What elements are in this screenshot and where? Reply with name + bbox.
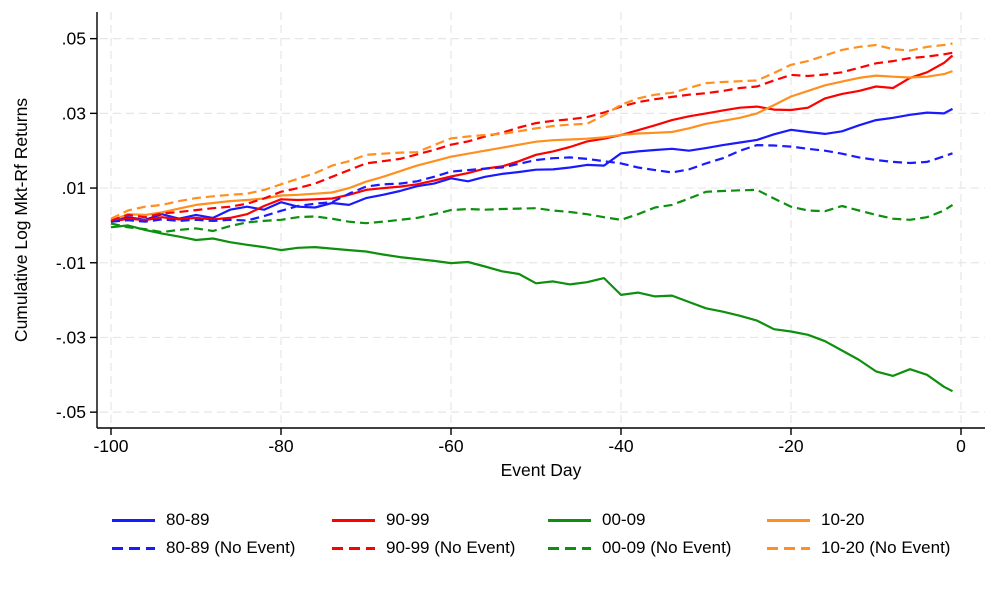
- legend-line-sample: [112, 546, 155, 550]
- legend-label: 90-99: [386, 510, 430, 529]
- series-line-90-99-no-event: [110, 51, 953, 222]
- y-tick-label: -.01: [56, 253, 86, 273]
- legend-label: 80-89: [166, 510, 210, 529]
- x-tick-label: -40: [608, 436, 634, 456]
- legend-item-80-89: 80-89: [112, 510, 209, 530]
- series-line-00-09-no-event: [110, 188, 954, 234]
- gridlines: [100, 12, 985, 426]
- legend-item-10-20-no-event: 10-20 (No Event): [767, 538, 950, 558]
- y-tick-label: -.05: [56, 402, 86, 422]
- legend-item-90-99: 90-99: [332, 510, 429, 530]
- legend-line-sample: [112, 518, 155, 522]
- x-tick-label: 0: [956, 436, 966, 456]
- x-tick-label: -80: [268, 436, 294, 456]
- x-tick-label: -20: [778, 436, 804, 456]
- line-chart: .05 .03 .01 -.01 -.03 -.05 -100 -80 -60 -40 -20 0 E…: [11, 12, 985, 480]
- legend-item-80-89-no-event: 80-89 (No Event): [112, 538, 295, 558]
- legend-line-sample: [332, 546, 375, 550]
- y-tick-label: .03: [62, 103, 86, 123]
- legend-item-90-99-no-event: 90-99 (No Event): [332, 538, 515, 558]
- legend-item-00-09-no-event: 00-09 (No Event): [548, 538, 731, 558]
- x-tick-label: -100: [93, 436, 128, 456]
- legend-line-sample: [548, 546, 591, 550]
- series-line-00-09: [110, 224, 954, 393]
- legend-label: 80-89 (No Event): [166, 538, 296, 557]
- series-line-90-99: [110, 54, 954, 223]
- x-tick-label: -60: [438, 436, 464, 456]
- y-tick-label: .05: [62, 29, 86, 49]
- legend-label: 00-09 (No Event): [602, 538, 732, 557]
- legend-item-10-20: 10-20: [767, 510, 864, 530]
- legend-label: 10-20 (No Event): [821, 538, 951, 557]
- series-line-80-89-no-event: [110, 144, 953, 223]
- y-axis-title: Cumulative Log Mkt-Rf Returns: [11, 98, 31, 342]
- series-line-10-20-no-event: [110, 42, 953, 220]
- legend-line-sample: [548, 518, 591, 522]
- series-lines: [110, 42, 954, 393]
- legend-line-sample: [767, 546, 810, 550]
- legend-label: 90-99 (No Event): [386, 538, 516, 557]
- series-line-10-20: [110, 70, 953, 222]
- legend-item-00-09: 00-09: [548, 510, 645, 530]
- y-tick-label: .01: [62, 178, 86, 198]
- legend-label: 00-09: [602, 510, 646, 529]
- series-line-80-89: [110, 107, 954, 223]
- legend-line-sample: [767, 518, 810, 522]
- x-axis-title: Event Day: [501, 460, 582, 480]
- legend-label: 10-20: [821, 510, 865, 529]
- legend-line-sample: [332, 518, 375, 522]
- axes: .05 .03 .01 -.01 -.03 -.05 -100 -80 -60 -40 -20 0: [56, 12, 985, 456]
- y-tick-label: -.03: [56, 327, 86, 347]
